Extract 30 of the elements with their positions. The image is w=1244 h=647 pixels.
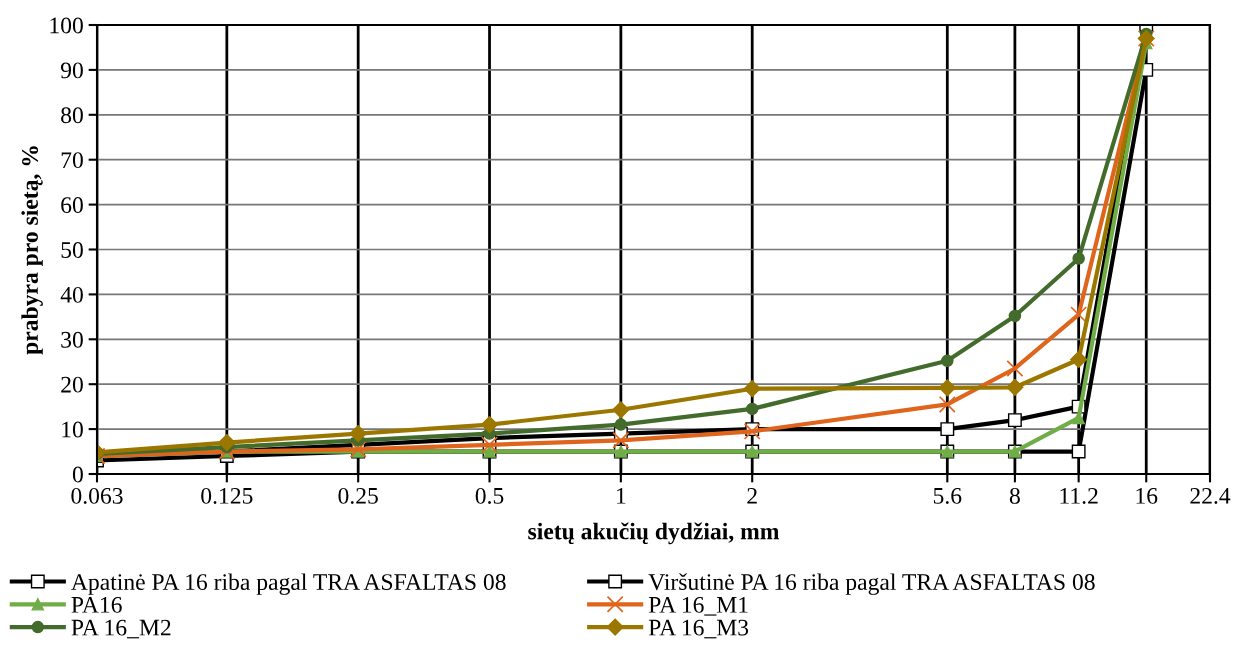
- x-tick-label: 1: [617, 487, 626, 504]
- x-tick-label: 8: [1009, 487, 1020, 504]
- y-tick-label: 10: [62, 421, 83, 438]
- y-tick-label: 70: [61, 152, 83, 169]
- x-tick-label: 0.063: [71, 487, 123, 504]
- y-tick-label: 100: [50, 17, 83, 34]
- y-tick-label: 60: [61, 197, 83, 214]
- legend-label: Apatinė PA 16 riba pagal TRA ASFALTAS 08: [71, 573, 506, 595]
- y-tick-label: 0: [72, 466, 83, 483]
- y-tick-label: 30: [61, 331, 83, 348]
- legend-label: Viršutinė PA 16 riba pagal TRA ASFALTAS 08: [648, 573, 1095, 595]
- x-tick-label: 5.6: [933, 487, 962, 504]
- legend-label: PA16: [71, 596, 122, 613]
- y-tick-label: 20: [61, 376, 83, 393]
- x-axis-title: sietų akučių dydžiai, mm: [528, 522, 780, 545]
- legend-label: PA 16_M1: [648, 596, 748, 616]
- legend-label: PA 16_M2: [71, 619, 171, 639]
- x-tick-label: 0.5: [475, 487, 504, 504]
- y-tick-label: 80: [61, 107, 83, 124]
- x-tick-label: 16: [1136, 487, 1158, 504]
- x-tick-label: 0.125: [201, 487, 253, 504]
- x-tick-label: 0.25: [338, 487, 378, 504]
- x-tick-label: 22.4: [1190, 487, 1231, 504]
- y-axis-title: prabyra pro sietą, %: [21, 146, 43, 355]
- y-tick-label: 90: [60, 62, 83, 79]
- x-tick-label: 11.2: [1060, 487, 1098, 504]
- y-tick-label: 40: [60, 286, 83, 303]
- x-tick-label: 2: [747, 487, 757, 504]
- legend-label: PA 16_M3: [648, 619, 749, 639]
- y-tick-label: 50: [61, 241, 83, 258]
